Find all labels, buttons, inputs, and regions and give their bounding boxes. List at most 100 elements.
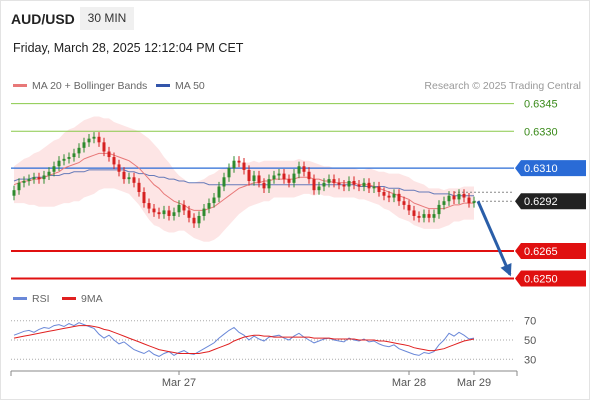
candle-body <box>377 186 381 193</box>
candle-body <box>102 142 106 152</box>
candle-body <box>342 184 346 187</box>
candle-body <box>457 193 461 200</box>
research-credit: Research © 2025 Trading Central <box>424 80 581 92</box>
candle-body <box>427 214 431 218</box>
level-label-0.6345: 0.6345 <box>524 99 558 111</box>
bollinger-band <box>14 116 474 242</box>
candle-body <box>267 179 271 189</box>
candle-body <box>62 158 66 161</box>
candle-body <box>312 179 316 191</box>
candle-body <box>37 177 41 180</box>
candle-body <box>297 166 301 174</box>
candle-body <box>302 166 306 172</box>
level-tag-0.6292 <box>515 193 586 210</box>
candle-body <box>257 175 261 183</box>
candle-body <box>137 182 141 193</box>
candle-body <box>447 195 451 202</box>
title-bar: AUD/USD 30 MIN <box>0 0 588 36</box>
legend-ma50: MA 50 <box>156 80 205 92</box>
candle-body <box>142 192 146 204</box>
candle-body <box>417 215 421 218</box>
candle-body <box>112 157 116 165</box>
rsi-ma-label: 9MA <box>81 293 103 305</box>
candle-body <box>122 171 126 180</box>
forecast-arrow-head <box>500 262 512 277</box>
candle-body <box>317 186 321 191</box>
candle-body <box>82 142 86 148</box>
timeframe-button[interactable]: 30 MIN <box>80 7 134 30</box>
candle-body <box>17 182 21 191</box>
candle-body <box>467 197 471 204</box>
candle-body <box>422 214 426 218</box>
candle-body <box>22 180 26 183</box>
candle-body <box>327 179 331 183</box>
rsi-tick-label-70: 70 <box>524 316 536 328</box>
candle-body <box>432 214 436 218</box>
level-tag-0.6310 <box>515 160 586 177</box>
rsi-label: RSI <box>32 293 50 305</box>
level-tag-0.6265 <box>515 242 586 259</box>
candle-body <box>362 182 366 187</box>
candle-body <box>187 210 191 218</box>
candle-body <box>292 173 296 183</box>
legend-rsi-ma: 9MA <box>62 293 103 305</box>
candle-body <box>107 151 111 158</box>
candle-body <box>347 180 351 187</box>
candle-body <box>32 177 36 180</box>
candle-body <box>222 177 226 187</box>
candle-body <box>282 173 286 180</box>
ma50-line <box>13 169 474 197</box>
candle-body <box>147 203 151 209</box>
candle-body <box>227 168 231 178</box>
candle-body <box>357 184 361 187</box>
candle-body <box>157 212 161 215</box>
candle-body <box>152 208 156 213</box>
x-tick-label: Mar 28 <box>392 377 426 389</box>
candle-body <box>287 179 291 183</box>
candle-body <box>182 204 186 211</box>
candle-body <box>332 179 336 183</box>
candle-body <box>217 186 221 198</box>
candle-body <box>242 162 246 170</box>
legend-rsi: RSI <box>13 293 50 305</box>
candle-body <box>407 204 411 211</box>
candle-body <box>307 171 311 180</box>
forecast-arrow-shaft <box>476 200 512 276</box>
candle-body <box>442 201 446 205</box>
candle-body <box>72 153 76 158</box>
rsi-swatch <box>13 296 27 300</box>
candle-body <box>247 169 251 181</box>
candle-body <box>77 147 81 154</box>
candle-body <box>392 193 396 198</box>
candle-body <box>382 192 386 196</box>
candle-body <box>97 136 101 143</box>
candle-body <box>27 179 31 181</box>
candle-body <box>92 136 96 139</box>
candle-body <box>117 164 121 172</box>
candle-body <box>127 177 131 180</box>
ma50-swatch <box>156 83 170 87</box>
candle-body <box>42 175 46 180</box>
candle-body <box>47 171 51 176</box>
candle-body <box>162 210 166 215</box>
candle-body <box>402 201 406 205</box>
candle-body <box>167 210 171 216</box>
rsi-tick-label-50: 50 <box>524 335 536 347</box>
candle-body <box>387 195 391 198</box>
level-label-0.6292: 0.6292 <box>524 196 558 208</box>
candle-body <box>262 182 266 189</box>
candle-body <box>212 197 216 204</box>
candle-body <box>132 177 136 183</box>
rsi-ma-swatch <box>62 296 76 300</box>
candle-body <box>452 195 456 200</box>
candle-body <box>462 193 466 198</box>
datetime-label: Friday, March 28, 2025 12:12:04 PM CET <box>13 41 244 55</box>
ma20-label: MA 20 + Bollinger Bands <box>32 80 148 92</box>
level-label-0.6265: 0.6265 <box>524 246 558 258</box>
ma50-label: MA 50 <box>175 80 205 92</box>
level-label-0.6310: 0.6310 <box>524 163 558 175</box>
ma20-line <box>13 152 474 211</box>
legend-ma20: MA 20 + Bollinger Bands <box>13 80 147 92</box>
candle-body <box>272 175 276 180</box>
